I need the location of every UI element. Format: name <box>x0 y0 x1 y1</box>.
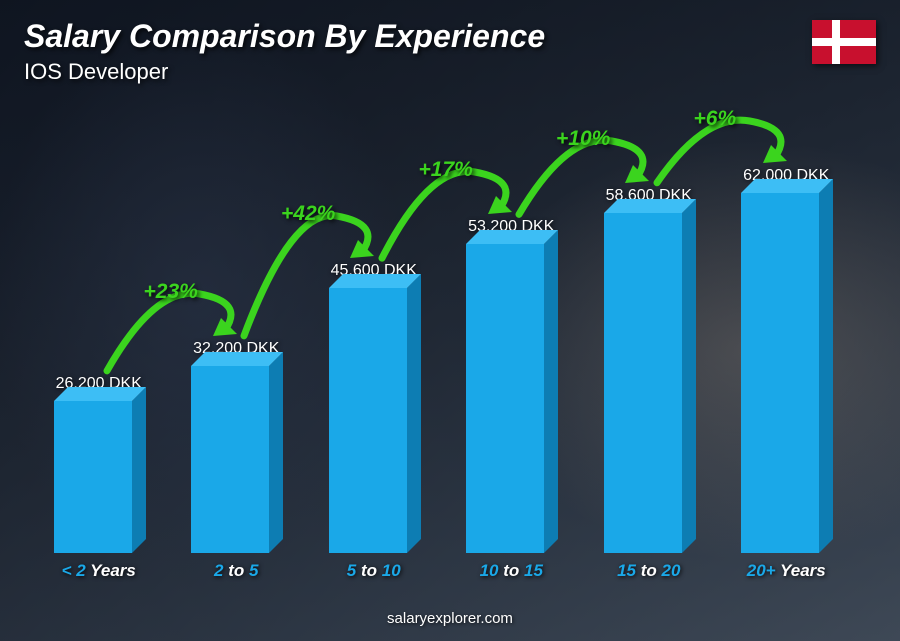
category-label: 20+ Years <box>718 561 856 581</box>
bar-slot: 58,600 DKK+6% <box>580 110 718 553</box>
bar-slot: 45,600 DKK+17% <box>305 110 443 553</box>
category-label: < 2 Years <box>30 561 168 581</box>
chart-header: Salary Comparison By Experience IOS Deve… <box>24 18 876 85</box>
bar <box>329 288 419 553</box>
bar-chart: 26,200 DKK+23%32,200 DKK+42%45,600 DKK+1… <box>30 110 855 581</box>
bar <box>466 244 556 553</box>
bar <box>54 401 144 553</box>
bar <box>191 366 281 553</box>
bar <box>604 213 694 553</box>
category-label: 15 to 20 <box>580 561 718 581</box>
categories-axis: < 2 Years2 to 55 to 1010 to 1515 to 2020… <box>30 561 855 581</box>
bars-container: 26,200 DKK+23%32,200 DKK+42%45,600 DKK+1… <box>30 110 855 553</box>
bar-slot: 62,000 DKK <box>718 110 856 553</box>
category-label: 2 to 5 <box>168 561 306 581</box>
bar-slot: 32,200 DKK+42% <box>168 110 306 553</box>
category-label: 10 to 15 <box>443 561 581 581</box>
denmark-flag-icon <box>812 20 876 64</box>
bar-slot: 53,200 DKK+10% <box>443 110 581 553</box>
chart-title: Salary Comparison By Experience <box>24 18 876 55</box>
category-label: 5 to 10 <box>305 561 443 581</box>
bar <box>741 193 831 553</box>
footer-attribution: salaryexplorer.com <box>0 610 900 627</box>
bar-slot: 26,200 DKK+23% <box>30 110 168 553</box>
chart-subtitle: IOS Developer <box>24 59 876 85</box>
